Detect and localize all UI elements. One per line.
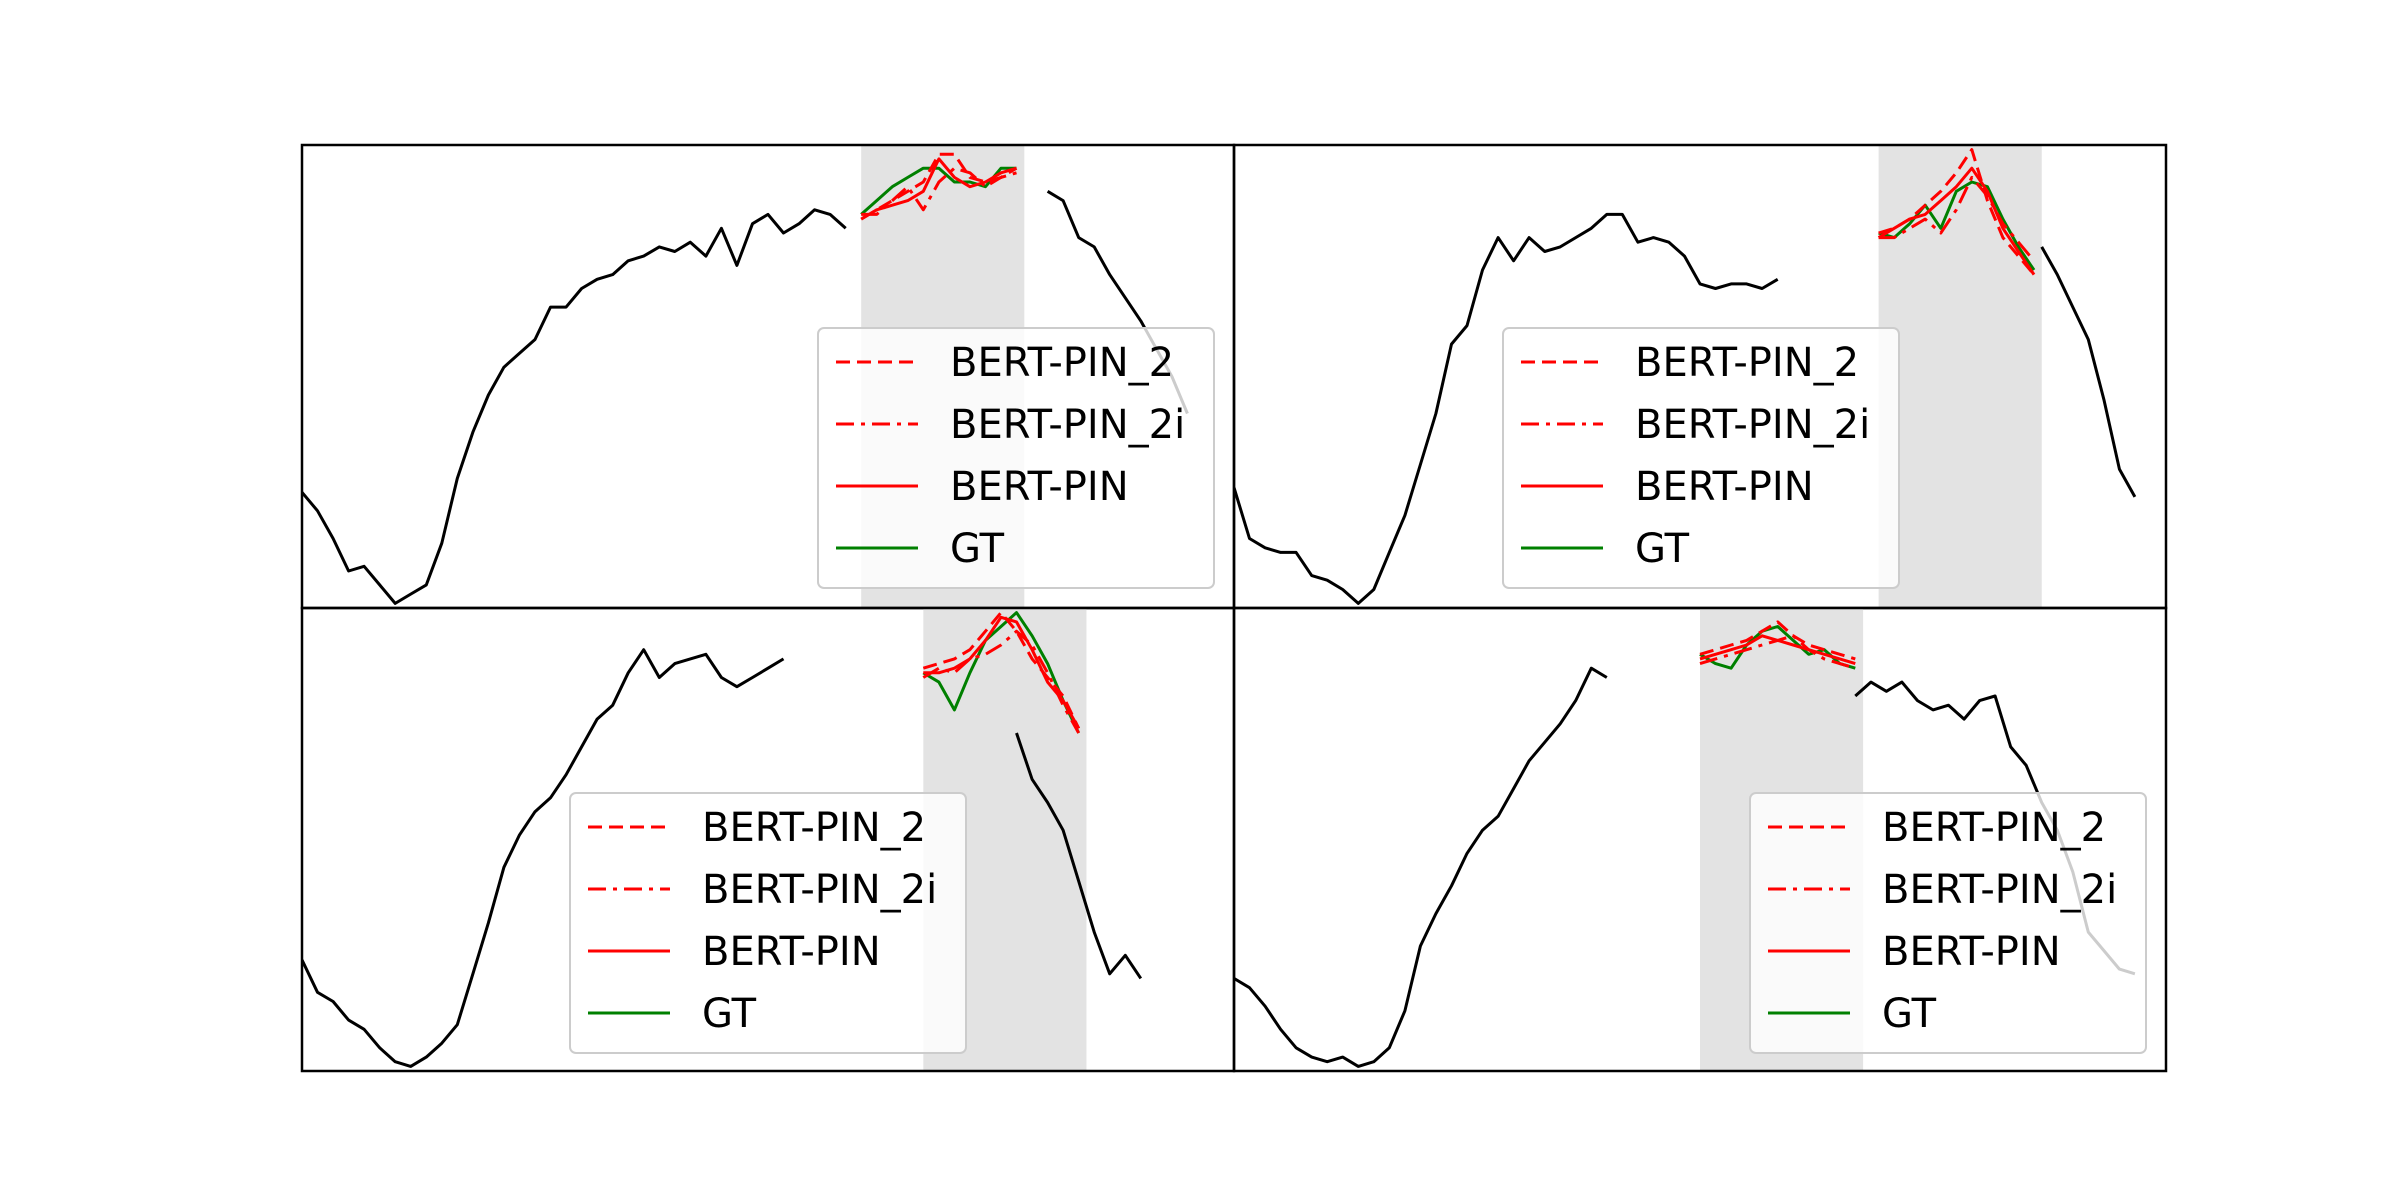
series-line-bert-pin-2i [1878, 175, 2036, 262]
series-line-context [1234, 212, 2137, 605]
legend-label: BERT-PIN_2 [1882, 805, 2106, 851]
legend: BERT-PIN_2 BERT-PIN_2i BERT-PIN GT [817, 327, 1215, 589]
masked-region [1878, 145, 2042, 608]
panel-bottom-left: BERT-PIN_2 BERT-PIN_2i BERT-PIN GT [300, 606, 1236, 1073]
legend-label: BERT-PIN [950, 464, 1129, 510]
legend-label: BERT-PIN_2i [1882, 867, 2117, 913]
legend-label: GT [950, 526, 1005, 572]
series-line-bert-pin-2i [922, 629, 1081, 734]
panel-top-right: BERT-PIN_2 BERT-PIN_2i BERT-PIN GT [1232, 143, 2168, 610]
series-line-bert-pin-2 [1878, 148, 2036, 276]
legend-label: BERT-PIN_2i [950, 402, 1185, 448]
legend-label: BERT-PIN_2i [702, 867, 937, 913]
series-line-bert-pin-2 [922, 611, 1081, 730]
legend-label: BERT-PIN [702, 929, 881, 975]
legend: BERT-PIN_2 BERT-PIN_2i BERT-PIN GT [1502, 327, 1900, 589]
legend: BERT-PIN_2 BERT-PIN_2i BERT-PIN GT [569, 792, 967, 1054]
legend: BERT-PIN_2 BERT-PIN_2i BERT-PIN GT [1749, 792, 2147, 1054]
legend-frame [817, 327, 1215, 589]
series-line-context [302, 648, 1143, 1068]
legend-label: BERT-PIN [1635, 464, 1814, 510]
series-line-bert-pin-2i [861, 166, 1017, 216]
series-line-gt [1878, 180, 2036, 271]
series-line-bert-pin-2 [860, 152, 1018, 221]
legend-frame [569, 792, 967, 1054]
panel-top-left: BERT-PIN_2 BERT-PIN_2i BERT-PIN GT [300, 143, 1236, 610]
series-line-bert-pin-2i [1699, 634, 1856, 670]
legend-label: GT [1635, 526, 1690, 572]
legend-label: GT [702, 991, 757, 1037]
series-group [302, 611, 1143, 1068]
legend-frame [1749, 792, 2147, 1054]
legend-label: BERT-PIN_2 [702, 805, 926, 851]
series-line-gt [922, 611, 1081, 734]
legend-label: BERT-PIN [1882, 929, 2061, 975]
panels-group: BERT-PIN_2BERT-PIN_2iBERT-PINGTBERT-PIN_… [300, 143, 2168, 1073]
legend-label: BERT-PIN_2 [950, 340, 1174, 386]
series-line-bert-pin-2 [1699, 620, 1856, 661]
legend-frame [1502, 327, 1900, 589]
axes-frame [1232, 606, 2168, 1073]
series-group [1234, 148, 2137, 605]
legend-label: BERT-PIN_2i [1635, 402, 1870, 448]
panel-bottom-right: BERT-PIN_2 BERT-PIN_2i BERT-PIN GT [1232, 606, 2168, 1073]
legend-label: GT [1882, 991, 1937, 1037]
legend-label: BERT-PIN_2 [1635, 340, 1859, 386]
